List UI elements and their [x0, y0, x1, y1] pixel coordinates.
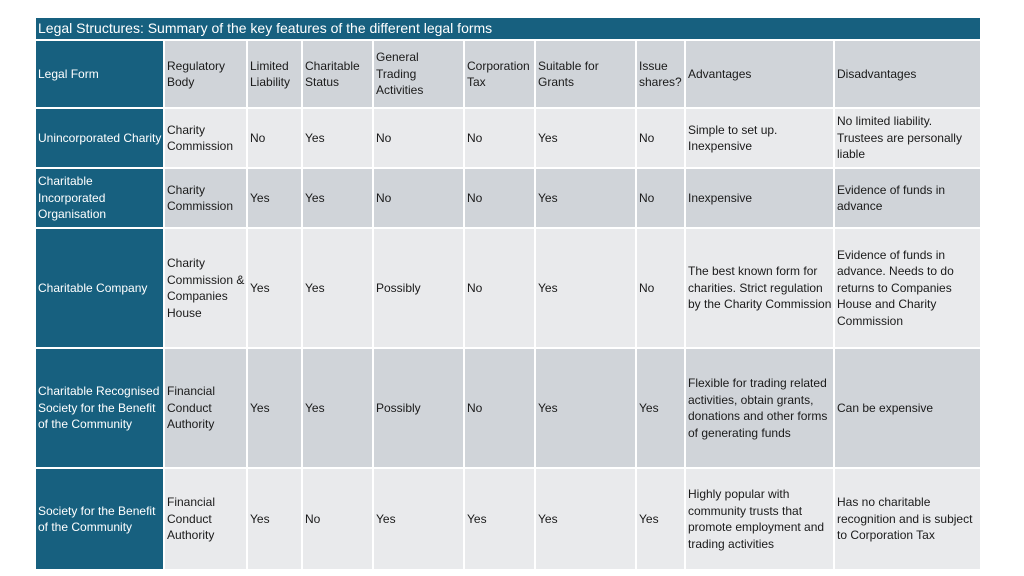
charitable-status-cell: No — [303, 469, 374, 571]
advantages-cell: Flexible for trading related activities,… — [686, 349, 835, 469]
advantages-cell: Highly popular with community trusts tha… — [686, 469, 835, 571]
disadvantages-cell: No limited liability. Trustees are perso… — [835, 109, 980, 169]
shares-cell: No — [637, 169, 686, 229]
legal-form-cell: Charitable Recognised Society for the Be… — [36, 349, 165, 469]
legal-structures-table: Legal Form Regulatory Body Limited Liabi… — [36, 41, 980, 571]
limited-liability-cell: Yes — [248, 469, 303, 571]
disadvantages-cell: Has no charitable recognition and is sub… — [835, 469, 980, 571]
corp-tax-cell: No — [465, 169, 536, 229]
header-regulatory-body: Regulatory Body — [165, 41, 248, 109]
trading-cell: Possibly — [374, 349, 465, 469]
grants-cell: Yes — [536, 469, 637, 571]
trading-cell: Yes — [374, 469, 465, 571]
regulator-cell: Financial Conduct Authority — [165, 469, 248, 571]
limited-liability-cell: Yes — [248, 229, 303, 349]
regulator-cell: Charity Commission — [165, 169, 248, 229]
grants-cell: Yes — [536, 169, 637, 229]
table-row: Society for the Benefit of the Community… — [36, 469, 980, 571]
table-row: Charitable Recognised Society for the Be… — [36, 349, 980, 469]
trading-cell: Possibly — [374, 229, 465, 349]
table-title: Legal Structures: Summary of the key fea… — [36, 18, 980, 39]
grants-cell: Yes — [536, 109, 637, 169]
header-advantages: Advantages — [686, 41, 835, 109]
trading-cell: No — [374, 109, 465, 169]
charitable-status-cell: Yes — [303, 229, 374, 349]
grants-cell: Yes — [536, 229, 637, 349]
advantages-cell: Simple to set up. Inexpensive — [686, 109, 835, 169]
charitable-status-cell: Yes — [303, 109, 374, 169]
disadvantages-cell: Evidence of funds in advance. Needs to d… — [835, 229, 980, 349]
advantages-cell: The best known form for charities. Stric… — [686, 229, 835, 349]
header-legal-form: Legal Form — [36, 41, 165, 109]
regulator-cell: Charity Commission & Companies House — [165, 229, 248, 349]
shares-cell: No — [637, 109, 686, 169]
disadvantages-cell: Can be expensive — [835, 349, 980, 469]
legal-form-cell: Charitable Company — [36, 229, 165, 349]
corp-tax-cell: No — [465, 109, 536, 169]
limited-liability-cell: No — [248, 109, 303, 169]
header-corporation-tax: Corporation Tax — [465, 41, 536, 109]
charitable-status-cell: Yes — [303, 349, 374, 469]
shares-cell: Yes — [637, 349, 686, 469]
disadvantages-cell: Evidence of funds in advance — [835, 169, 980, 229]
legal-form-cell: Society for the Benefit of the Community — [36, 469, 165, 571]
table-row: Unincorporated Charity Charity Commissio… — [36, 109, 980, 169]
regulator-cell: Financial Conduct Authority — [165, 349, 248, 469]
header-general-trading: General Trading Activities — [374, 41, 465, 109]
legal-form-cell: Unincorporated Charity — [36, 109, 165, 169]
corp-tax-cell: No — [465, 349, 536, 469]
shares-cell: Yes — [637, 469, 686, 571]
limited-liability-cell: Yes — [248, 169, 303, 229]
document: Legal Structures: Summary of the key fea… — [36, 18, 980, 571]
table-row: Charitable Incorporated Organisation Cha… — [36, 169, 980, 229]
header-row: Legal Form Regulatory Body Limited Liabi… — [36, 41, 980, 109]
legal-form-cell: Charitable Incorporated Organisation — [36, 169, 165, 229]
header-disadvantages: Disadvantages — [835, 41, 980, 109]
corp-tax-cell: Yes — [465, 469, 536, 571]
header-issue-shares: Issue shares? — [637, 41, 686, 109]
grants-cell: Yes — [536, 349, 637, 469]
corp-tax-cell: No — [465, 229, 536, 349]
header-suitable-for-grants: Suitable for Grants — [536, 41, 637, 109]
shares-cell: No — [637, 229, 686, 349]
charitable-status-cell: Yes — [303, 169, 374, 229]
trading-cell: No — [374, 169, 465, 229]
advantages-cell: Inexpensive — [686, 169, 835, 229]
limited-liability-cell: Yes — [248, 349, 303, 469]
header-limited-liability: Limited Liability — [248, 41, 303, 109]
table-row: Charitable Company Charity Commission & … — [36, 229, 980, 349]
header-charitable-status: Charitable Status — [303, 41, 374, 109]
regulator-cell: Charity Commission — [165, 109, 248, 169]
